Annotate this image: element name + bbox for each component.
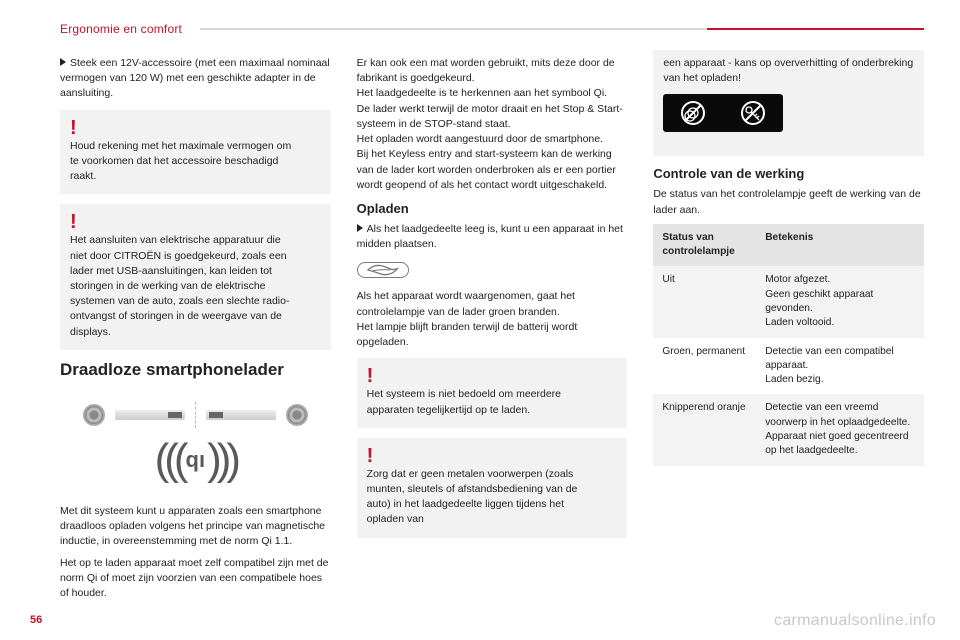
table-row: Groen, permanent Detectie van een compat… xyxy=(653,338,924,395)
callout-max-power: ! Houd rekening met het maximale vermoge… xyxy=(60,110,331,195)
illustration-qi-charger: ((( qı ))) xyxy=(60,388,331,496)
bullet-icon xyxy=(60,58,66,66)
callout-single-device: ! Het systeem is niet bedoeld om meerder… xyxy=(357,358,628,427)
step-place-device: Als het laadgedeelte leeg is, kunt u een… xyxy=(357,222,628,252)
page-header: Ergonomie en comfort xyxy=(60,22,924,36)
para-lamp-charging: Het lampje blijft branden terwijl de bat… xyxy=(357,320,628,350)
para-status-intro: De status van het controlelampje geeft d… xyxy=(653,187,924,217)
dashboard-row xyxy=(83,402,308,428)
column-3: een apparaat - kans op oververhitting of… xyxy=(653,56,924,616)
table-cell: Groen, permanent xyxy=(653,338,756,395)
para-qi-symbol: Het laadgedeelte is te herkennen aan het… xyxy=(357,86,628,101)
status-table: Status van controlelampje Betekenis Uit … xyxy=(653,224,924,466)
para-qi-compat: Het op te laden apparaat moet zelf compa… xyxy=(60,556,331,602)
column-2: Er kan ook een mat worden gebruikt, mits… xyxy=(357,56,628,616)
prohibition-icons xyxy=(663,94,783,132)
para-engine-running: De lader werkt terwijl de motor draait e… xyxy=(357,102,628,132)
callout-unapproved-equipment: ! Het aansluiten van elektrische apparat… xyxy=(60,204,331,350)
table-header-cell: Status van controlelampje xyxy=(653,224,756,267)
para-smartphone-control: Het opladen wordt aangestuurd door de sm… xyxy=(357,132,628,147)
warning-icon: ! xyxy=(70,212,88,233)
callout-no-metal: ! Zorg dat er geen metalen voorwerpen (z… xyxy=(357,438,628,538)
dash-left xyxy=(115,410,185,420)
bullet-icon xyxy=(357,224,363,232)
table-cell: Uit xyxy=(653,266,756,337)
warning-icon: ! xyxy=(70,118,88,139)
steering-wheel-icon xyxy=(286,404,308,426)
table-cell: Motor afgezet. Geen geschikt apparaat ge… xyxy=(756,266,924,337)
para-green-lamp: Als het apparaat wordt waargenomen, gaat… xyxy=(357,289,628,319)
separator-icon xyxy=(195,402,196,428)
qi-logo-icon: ((( qı ))) xyxy=(155,438,237,482)
column-1: Steek een 12V-accessoire (met een maxima… xyxy=(60,56,331,616)
table-row: Uit Motor afgezet. Geen geschikt apparaa… xyxy=(653,266,924,337)
manual-page: Ergonomie en comfort Steek een 12V-acces… xyxy=(0,0,960,640)
intro-12v: Steek een 12V-accessoire (met een maxima… xyxy=(60,56,331,102)
section-title: Ergonomie en comfort xyxy=(60,22,182,36)
watermark: carmanualsonline.info xyxy=(774,612,936,630)
eco-leaf-icon xyxy=(357,262,409,278)
page-number: 56 xyxy=(30,614,42,626)
table-header-cell: Betekenis xyxy=(756,224,924,267)
para-mat: Er kan ook een mat worden gebruikt, mits… xyxy=(357,56,628,86)
dash-right xyxy=(206,410,276,420)
table-cell: Detectie van een vreemd voorwerp in het … xyxy=(756,394,924,465)
content-columns: Steek een 12V-accessoire (met een maxima… xyxy=(60,56,924,616)
warning-icon: ! xyxy=(367,366,385,387)
para-qi-intro: Met dit systeem kunt u apparaten zoals e… xyxy=(60,504,331,550)
table-cell: Detectie van een compatibel apparaat. La… xyxy=(756,338,924,395)
table-cell: Knipperend oranje xyxy=(653,394,756,465)
header-rule xyxy=(200,28,924,30)
table-row: Knipperend oranje Detectie van een vreem… xyxy=(653,394,924,465)
steering-wheel-icon xyxy=(83,404,105,426)
no-coins-icon xyxy=(676,99,710,127)
callout-no-metal-continued: een apparaat - kans op oververhitting of… xyxy=(653,50,924,156)
heading-controle-werking: Controle van de werking xyxy=(653,166,924,181)
heading-wireless-charger: Draadloze smartphonelader xyxy=(60,360,331,380)
warning-icon: ! xyxy=(367,446,385,467)
heading-opladen: Opladen xyxy=(357,201,628,216)
table-header-row: Status van controlelampje Betekenis xyxy=(653,224,924,267)
para-keyless: Bij het Keyless entry and start-systeem … xyxy=(357,147,628,193)
no-keys-icon xyxy=(736,99,770,127)
